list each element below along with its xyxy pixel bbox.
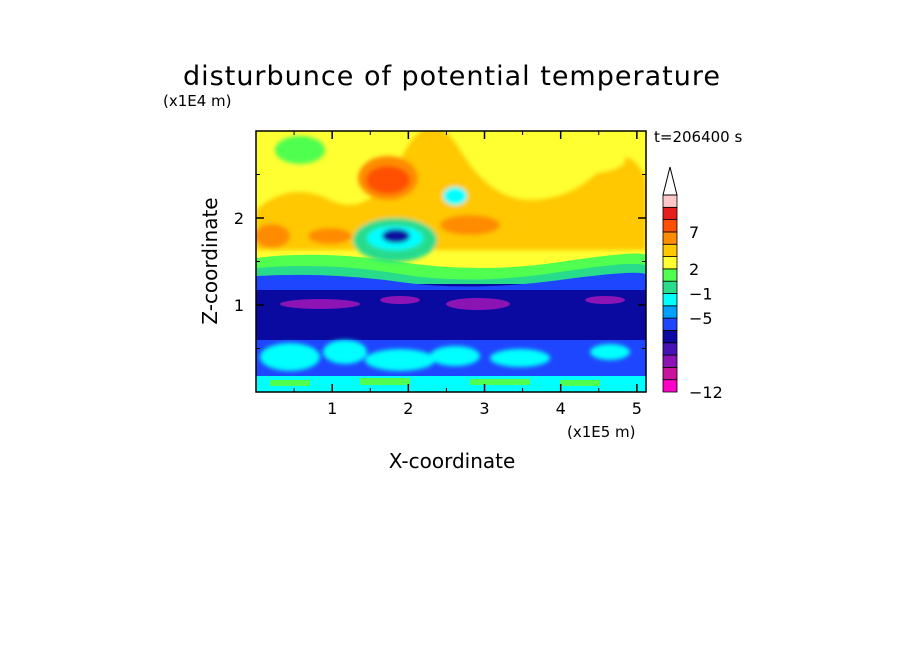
colorbar-arrow [662,166,678,196]
time-label: t=206400 s [654,128,742,146]
y-tick-label: 2 [234,209,244,228]
x-unit-label: (x1E5 m) [567,423,636,441]
colorbar: −12−5−127 [662,166,723,402]
x-tick-label: 2 [403,399,413,418]
colorbar-swatch [662,330,678,344]
colorbar-swatch [662,379,678,393]
y-tick-label: 1 [234,296,244,315]
colorbar-swatch [662,256,678,270]
x-tick-label: 4 [556,399,566,418]
colorbar-swatch [662,268,678,282]
y-axis-label: Z-coordinate [198,197,222,324]
colorbar-label: −5 [689,309,713,328]
colorbar-label: 7 [689,223,699,242]
x-axis-ticks: 1 2 3 4 5 [293,131,642,418]
colorbar-label: −1 [689,285,713,304]
colorbar-swatch [662,206,678,221]
colorbar-swatch [662,231,678,245]
colorbar-swatch [662,317,678,331]
colorbar-swatch [662,366,678,381]
y-unit-label: (x1E4 m) [163,92,232,110]
colorbar-swatch [662,305,678,319]
x-tick-label: 5 [632,399,642,418]
x-axis-label: X-coordinate [389,449,516,473]
x-tick-label: 3 [479,399,489,418]
colorbar-label: 2 [689,260,699,279]
colorbar-swatch [662,342,678,356]
colorbar-swatch [662,194,678,208]
chart-title: disturbunce of potential temperature [183,61,721,92]
colorbar-label: −12 [689,383,723,402]
x-tick-label: 1 [327,399,337,418]
y-axis-ticks: 12 [234,174,646,349]
contour-field [256,131,646,392]
colorbar-swatch [662,219,678,233]
colorbar-swatch [662,280,678,294]
colorbar-swatch [662,293,678,307]
colorbar-swatch [662,354,678,368]
colorbar-swatch [662,243,678,257]
